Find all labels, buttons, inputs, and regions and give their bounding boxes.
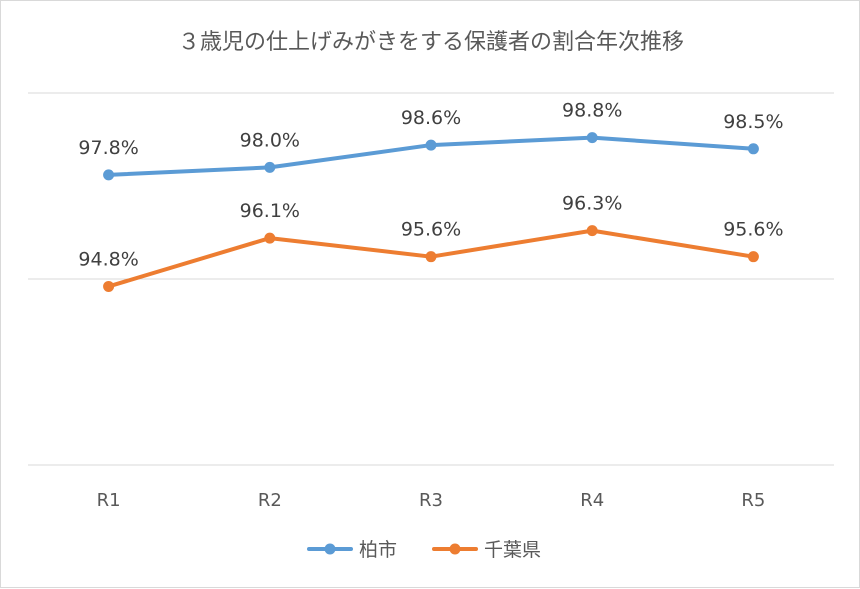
x-axis-ticks: R1 R2 R3 R4 R5 xyxy=(97,490,766,511)
x-tick-label: R2 xyxy=(258,490,282,511)
legend-entry: 柏市 xyxy=(307,539,397,561)
data-label: 96.1% xyxy=(240,200,300,222)
legend-label: 柏市 xyxy=(359,539,397,561)
data-label: 96.3% xyxy=(562,193,622,215)
data-point xyxy=(264,161,276,173)
data-label: 98.5% xyxy=(723,111,783,133)
data-label: 94.8% xyxy=(78,248,138,270)
data-label: 97.8% xyxy=(78,137,138,159)
data-point xyxy=(425,139,437,151)
data-label: 98.6% xyxy=(401,107,461,129)
legend-point-marker xyxy=(324,543,336,555)
series-2: 94.8% 96.1% 95.6% 96.3% 95.6% xyxy=(78,193,784,292)
data-point xyxy=(264,232,276,244)
data-point xyxy=(103,169,115,181)
legend-point-marker xyxy=(449,543,461,555)
data-point xyxy=(586,132,598,144)
x-tick-label: R3 xyxy=(419,490,443,511)
data-point xyxy=(425,251,437,263)
data-label: 98.0% xyxy=(240,129,300,151)
x-tick-label: R5 xyxy=(741,490,765,511)
data-point xyxy=(586,225,598,237)
data-label: 95.6% xyxy=(401,219,461,241)
series-1: 97.8% 98.0% 98.6% 98.8% 98.5% xyxy=(78,100,784,181)
data-point xyxy=(103,280,115,292)
series-layer: 97.8% 98.0% 98.6% 98.8% 98.5% 94.8% 96.1% 95.6%… xyxy=(78,100,784,292)
x-tick-label: R1 xyxy=(97,490,121,511)
legend-entry: 千葉県 xyxy=(432,539,541,561)
data-point xyxy=(747,251,759,263)
gridlines xyxy=(28,92,834,466)
legend: 柏市 千葉県 xyxy=(307,539,541,561)
data-label: 95.6% xyxy=(723,219,783,241)
chart-title: ３歳児の仕上げみがきをする保護者の割合年次推移 xyxy=(178,30,684,55)
data-label: 98.8% xyxy=(562,100,622,122)
x-tick-label: R4 xyxy=(580,490,604,511)
legend-label: 千葉県 xyxy=(484,539,541,561)
data-point xyxy=(747,143,759,155)
